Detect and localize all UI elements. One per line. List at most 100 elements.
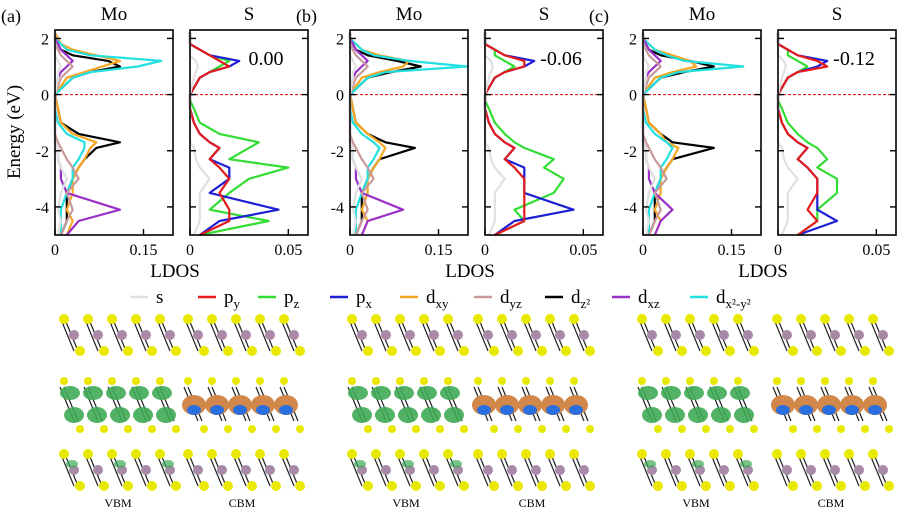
s-atom [513, 481, 523, 491]
vbm-isosurface [688, 407, 708, 423]
axes-frame [642, 29, 762, 236]
s-atom [701, 346, 711, 356]
vbm-isosurface [402, 460, 414, 468]
vbm-isosurface [83, 386, 103, 400]
s-atom [59, 314, 69, 324]
vbm-isosurface [398, 407, 418, 423]
s-atom [223, 481, 233, 491]
legend-entry-pz: pz [258, 287, 300, 311]
mo-atom [93, 465, 103, 475]
mo-atom [217, 465, 227, 475]
s-atom [569, 449, 579, 459]
legend-label: pz [284, 287, 300, 311]
s-atom [637, 449, 647, 459]
mo-atom [429, 465, 439, 475]
mo-atom [743, 330, 753, 340]
s-atom [296, 425, 304, 433]
mo-atom [854, 465, 864, 475]
s-atom [395, 449, 405, 459]
panel-label: (b) [296, 6, 317, 27]
mo-atom [193, 465, 203, 475]
s-atom [473, 449, 483, 459]
s-atom [100, 425, 108, 433]
vbm-isosurface [644, 460, 656, 468]
cbm-core [523, 405, 537, 415]
s-atom [685, 314, 695, 324]
x-tick-label: 0.05 [569, 242, 597, 259]
vbm-isosurface [110, 407, 130, 423]
s-atom [83, 314, 93, 324]
vbm-isosurface [114, 460, 126, 468]
s-atom [59, 449, 69, 459]
vbm-isosurface [371, 386, 391, 400]
column-title-mo: Mo [101, 4, 127, 25]
axes-mo: 0 0.15 -4 -2 0 2 [36, 29, 174, 259]
s-atom [489, 346, 499, 356]
s-atom [148, 425, 156, 433]
s-atom [749, 346, 759, 356]
vbm-isosurface [87, 407, 107, 423]
s-atom [155, 449, 165, 459]
vbm-isosurface [152, 386, 172, 400]
s-atom [271, 346, 281, 356]
s-atom [868, 449, 878, 459]
vbm-isosurface [354, 460, 366, 468]
s-atom [701, 481, 711, 491]
s-atom [184, 377, 192, 385]
s-atom [513, 346, 523, 356]
s-atom [459, 346, 469, 356]
s-atom [224, 425, 232, 433]
s-atom [654, 425, 662, 433]
s-atom [371, 314, 381, 324]
s-atom [411, 481, 421, 491]
s-atom [208, 377, 216, 385]
s-atom [861, 425, 869, 433]
s-atom [387, 346, 397, 356]
s-atom [107, 314, 117, 324]
vbm-isosurface [348, 386, 368, 400]
axes-frame [349, 29, 469, 236]
s-atom [514, 425, 522, 433]
s-atom [545, 449, 555, 459]
mo-atom [671, 330, 681, 340]
s-atom [884, 346, 894, 356]
s-atom [585, 346, 595, 356]
s-atom [435, 481, 445, 491]
s-atom [444, 377, 452, 385]
s-atom [295, 481, 305, 491]
s-atom [123, 481, 133, 491]
vbm-structure: VBM [637, 314, 759, 510]
series-line-dxy [53, 32, 121, 236]
panel-label: (a) [1, 6, 21, 27]
s-atom [702, 425, 710, 433]
s-atom [232, 377, 240, 385]
s-atom [172, 425, 180, 433]
s-atom [75, 481, 85, 491]
s-atom [411, 346, 421, 356]
s-atom [131, 314, 141, 324]
mo-atom [381, 330, 391, 340]
mo-atom [453, 330, 463, 340]
mo-atom [193, 330, 203, 340]
s-atom [108, 377, 116, 385]
vbm-isosurface [60, 386, 80, 400]
s-atom [733, 314, 743, 324]
s-atom [436, 425, 444, 433]
s-atom [387, 481, 397, 491]
s-atom [347, 449, 357, 459]
mo-atom [555, 465, 565, 475]
s-atom [733, 449, 743, 459]
s-atom [171, 481, 181, 491]
s-atom [443, 449, 453, 459]
legend-entry-px: px [330, 287, 373, 311]
s-atom [231, 314, 241, 324]
y-tick-label: -2 [624, 144, 637, 161]
y-tick-label: 0 [336, 88, 344, 105]
s-atom [637, 314, 647, 324]
legend-label: dyz [500, 287, 522, 311]
s-atom [725, 481, 735, 491]
y-tick-label: 0 [629, 88, 637, 105]
series-line-s [641, 32, 656, 236]
structure-label: VBM [682, 496, 710, 510]
